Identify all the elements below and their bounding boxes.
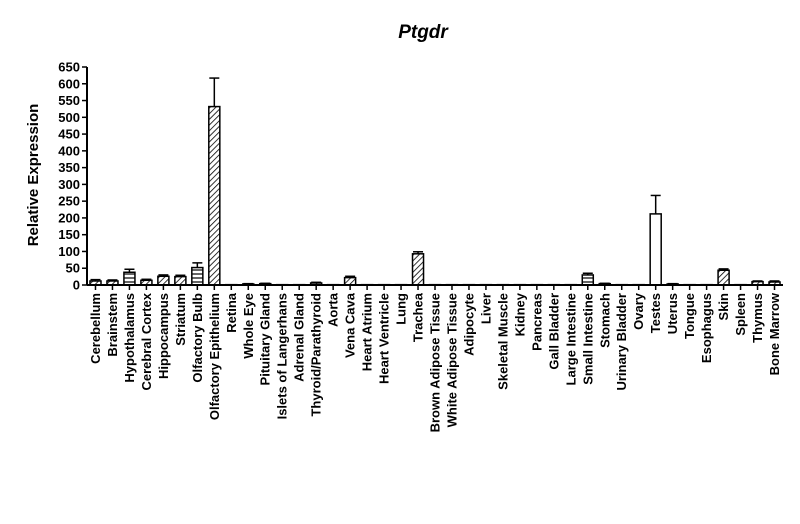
y-tick-label: 50 [66,261,80,276]
x-tick-label: Kidney [512,292,527,336]
x-tick-label: Trachea [411,292,426,342]
y-tick-label: 150 [58,227,80,242]
bar [123,271,136,286]
x-tick-label: Aorta [326,292,341,327]
y-tick-label: 0 [73,278,80,293]
x-tick-label: Retina [224,292,239,333]
y-tick-label: 300 [58,177,80,192]
x-tick-label: Olfactory Epithelium [207,293,222,420]
x-tick-label: Testes [648,293,663,333]
y-tick-label: 600 [58,76,80,91]
x-tick-label: Cerebral Cortex [139,292,154,390]
y-tick-label: 250 [58,194,80,209]
x-tick-label: Pituitary Gland [258,293,273,386]
x-tick-label: Esophagus [699,293,714,363]
x-tick-label: Heart Ventricle [377,293,392,384]
x-tick-label: Ovary [631,292,646,330]
bar [343,276,357,286]
x-tick-label: Vena Cava [343,292,358,358]
x-tick-label: Small Intestine [580,293,595,385]
y-axis-label: Relative Expression [25,104,42,247]
bar [174,275,187,286]
x-tick-label: Stomach [597,293,612,348]
x-tick-label: Skin [716,293,731,321]
x-tick-label: Bone Marrow [767,292,782,375]
y-tick-label: 650 [58,60,80,75]
x-tick-label: Brainstem [105,293,120,357]
bar [581,274,595,286]
x-tick-label: Skeletal Muscle [495,293,510,390]
bar [411,253,425,286]
x-tick-label: Urinary Bladder [614,293,629,391]
x-tick-label: Hippocampus [156,293,171,379]
x-tick-label: Thymus [750,293,765,343]
x-tick-label: Cerebellum [88,293,103,364]
y-tick-label: 100 [58,244,80,259]
x-tick-label: Spleen [733,293,748,336]
x-tick-label: Heart Atrium [360,293,375,371]
x-tick-label: Lung [394,293,409,325]
x-axis: Cerebellum Brainstem Hypothalamus Cerebral … [87,284,783,432]
x-tick-label: Adipocyte [461,293,476,356]
x-tick-label: Liver [478,293,493,324]
bar [717,269,730,286]
x-tick-label: Tongue [682,293,697,339]
bar [649,213,662,286]
y-tick-label: 350 [58,160,80,175]
x-tick-label: Hypothalamus [122,293,137,383]
x-tick-label: Islets of Langerhans [275,293,290,419]
x-tick-label: Brown Adipose Tissue [428,293,443,432]
x-tick-label: Whole Eye [241,293,256,359]
x-tick-label: Striatum [173,293,188,346]
x-tick-label: Pancreas [529,293,544,351]
y-tick-label: 400 [58,143,80,158]
y-tick-label: 200 [58,210,80,225]
bar [157,275,170,286]
x-tick-label: Olfactory Bulb [190,293,205,383]
bar [208,105,221,286]
y-tick-label: 550 [58,93,80,108]
chart-title: Ptgdr [398,22,449,43]
y-tick-label: 500 [58,110,80,125]
bar [191,266,204,286]
y-tick-label: 450 [58,127,80,142]
x-tick-label: Thyroid/Parathyroid [309,293,324,417]
x-tick-label: Uterus [665,293,680,334]
x-tick-label: Adrenal Gland [292,293,307,382]
x-tick-label: Large Intestine [563,293,578,385]
bars-group [89,77,781,286]
x-tick-label: White Adipose Tissue [444,293,459,427]
x-tick-label: Gall Bladder [546,293,561,370]
